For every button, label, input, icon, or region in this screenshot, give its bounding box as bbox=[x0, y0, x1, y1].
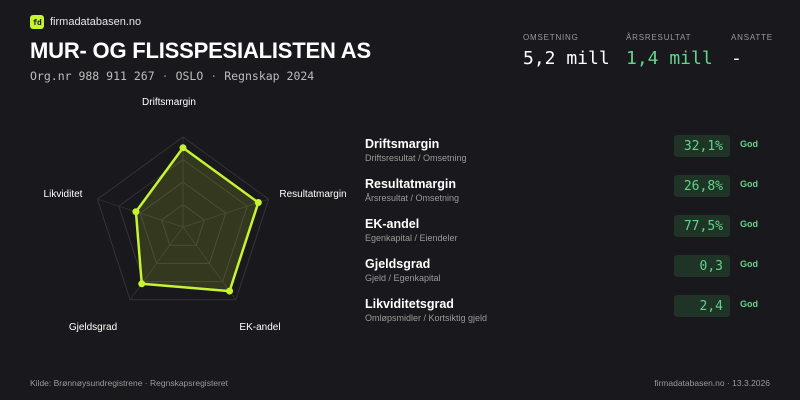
footer-site-date: firmadatabasen.no · 13.3.2026 bbox=[654, 378, 770, 388]
metric-title: Gjeldsgrad bbox=[365, 257, 431, 271]
meta-separator: · bbox=[161, 69, 169, 83]
radar-grid-ring bbox=[96, 136, 270, 301]
metric-row: Resultatmargin Årsresultat / Omsetning 2… bbox=[365, 175, 770, 217]
radar-axis-label: Driftsmargin bbox=[142, 97, 196, 108]
metric-subtitle: Årsresultat / Omsetning bbox=[365, 193, 460, 203]
metric-rating-badge: God bbox=[740, 259, 758, 269]
metric-title: Likviditetsgrad bbox=[365, 297, 454, 311]
radar-axis-label: Gjeldsgrad bbox=[69, 322, 117, 333]
metric-rating-badge: God bbox=[740, 299, 758, 309]
brand: fd firmadatabasen.no bbox=[30, 15, 141, 29]
radar-grid-ring bbox=[139, 181, 227, 264]
metric-subtitle: Omløpsmidler / Kortsiktig gjeld bbox=[365, 313, 488, 323]
radar-data-point bbox=[132, 208, 140, 216]
radar-grid-ring bbox=[161, 203, 205, 246]
radar-axis-label: EK-andel bbox=[239, 322, 280, 333]
radar-data-point bbox=[138, 280, 146, 288]
metric-rating-badge: God bbox=[740, 219, 758, 229]
stat-value: 1,4 mill bbox=[626, 48, 713, 69]
company-meta: Org.nr 988 911 267 · OSLO · Regnskap 2024 bbox=[30, 69, 314, 83]
radar-data-point bbox=[254, 199, 262, 207]
stat-label: OMSETNING bbox=[523, 33, 579, 42]
metric-title: Driftsmargin bbox=[365, 137, 440, 151]
accounts-year: Regnskap 2024 bbox=[224, 69, 315, 83]
radar-axis-line bbox=[129, 226, 184, 301]
metric-value: 26,8% bbox=[674, 175, 730, 197]
stat-revenue: OMSETNING 5,2 mill bbox=[523, 33, 610, 69]
radar-data-point bbox=[179, 144, 187, 152]
metric-title: Resultatmargin bbox=[365, 177, 456, 191]
metric-row: Likviditetsgrad Omløpsmidler / Kortsikti… bbox=[365, 295, 770, 337]
metric-rating-badge: God bbox=[740, 179, 758, 189]
metric-value: 32,1% bbox=[674, 135, 730, 157]
radar-data-point bbox=[226, 287, 234, 295]
meta-separator: · bbox=[210, 69, 218, 83]
metric-row: Driftsmargin Driftsresultat / Omsetning … bbox=[365, 135, 770, 177]
stat-label: ÅRSRESULTAT bbox=[626, 33, 692, 42]
stat-employees: ANSATTE - bbox=[731, 33, 773, 69]
radar-data-area bbox=[134, 146, 260, 293]
metric-rating-badge: God bbox=[740, 139, 758, 149]
metric-value: 77,5% bbox=[674, 215, 730, 237]
stat-value: 5,2 mill bbox=[523, 48, 610, 69]
stat-label: ANSATTE bbox=[731, 33, 773, 42]
radar-axis-line bbox=[182, 198, 269, 228]
org-number: Org.nr 988 911 267 bbox=[30, 69, 155, 83]
stat-value: - bbox=[731, 48, 742, 69]
metric-subtitle: Gjeld / Egenkapital bbox=[365, 273, 441, 283]
metric-row: EK-andel Egenkapital / Eiendeler 77,5% G… bbox=[365, 215, 770, 257]
metric-row: Gjeldsgrad Gjeld / Egenkapital 0,3 God bbox=[365, 255, 770, 297]
radar-grid-ring bbox=[118, 158, 248, 283]
brand-name[interactable]: firmadatabasen.no bbox=[50, 16, 142, 28]
metric-subtitle: Driftsresultat / Omsetning bbox=[365, 153, 467, 163]
radar-axis-line bbox=[97, 198, 184, 228]
radar-axis-label: Resultatmargin bbox=[279, 189, 346, 200]
city: OSLO bbox=[175, 69, 204, 83]
stat-result: ÅRSRESULTAT 1,4 mill bbox=[626, 33, 713, 69]
footer-source: Kilde: Brønnøysundregistrene · Regnskaps… bbox=[30, 378, 228, 388]
radar-axis-line bbox=[182, 226, 237, 301]
metric-value: 0,3 bbox=[674, 255, 730, 277]
company-name: MUR- OG FLISSPESIALISTEN AS bbox=[30, 38, 371, 63]
radar-axis-label: Likviditet bbox=[44, 189, 83, 200]
metric-value: 2,4 bbox=[674, 295, 730, 317]
metric-title: EK-andel bbox=[365, 217, 420, 231]
metric-subtitle: Egenkapital / Eiendeler bbox=[365, 233, 458, 243]
radar-chart: Driftsmargin Resultatmargin EK-andel Gjelds… bbox=[44, 97, 347, 333]
brand-logo-icon: fd bbox=[30, 15, 44, 29]
